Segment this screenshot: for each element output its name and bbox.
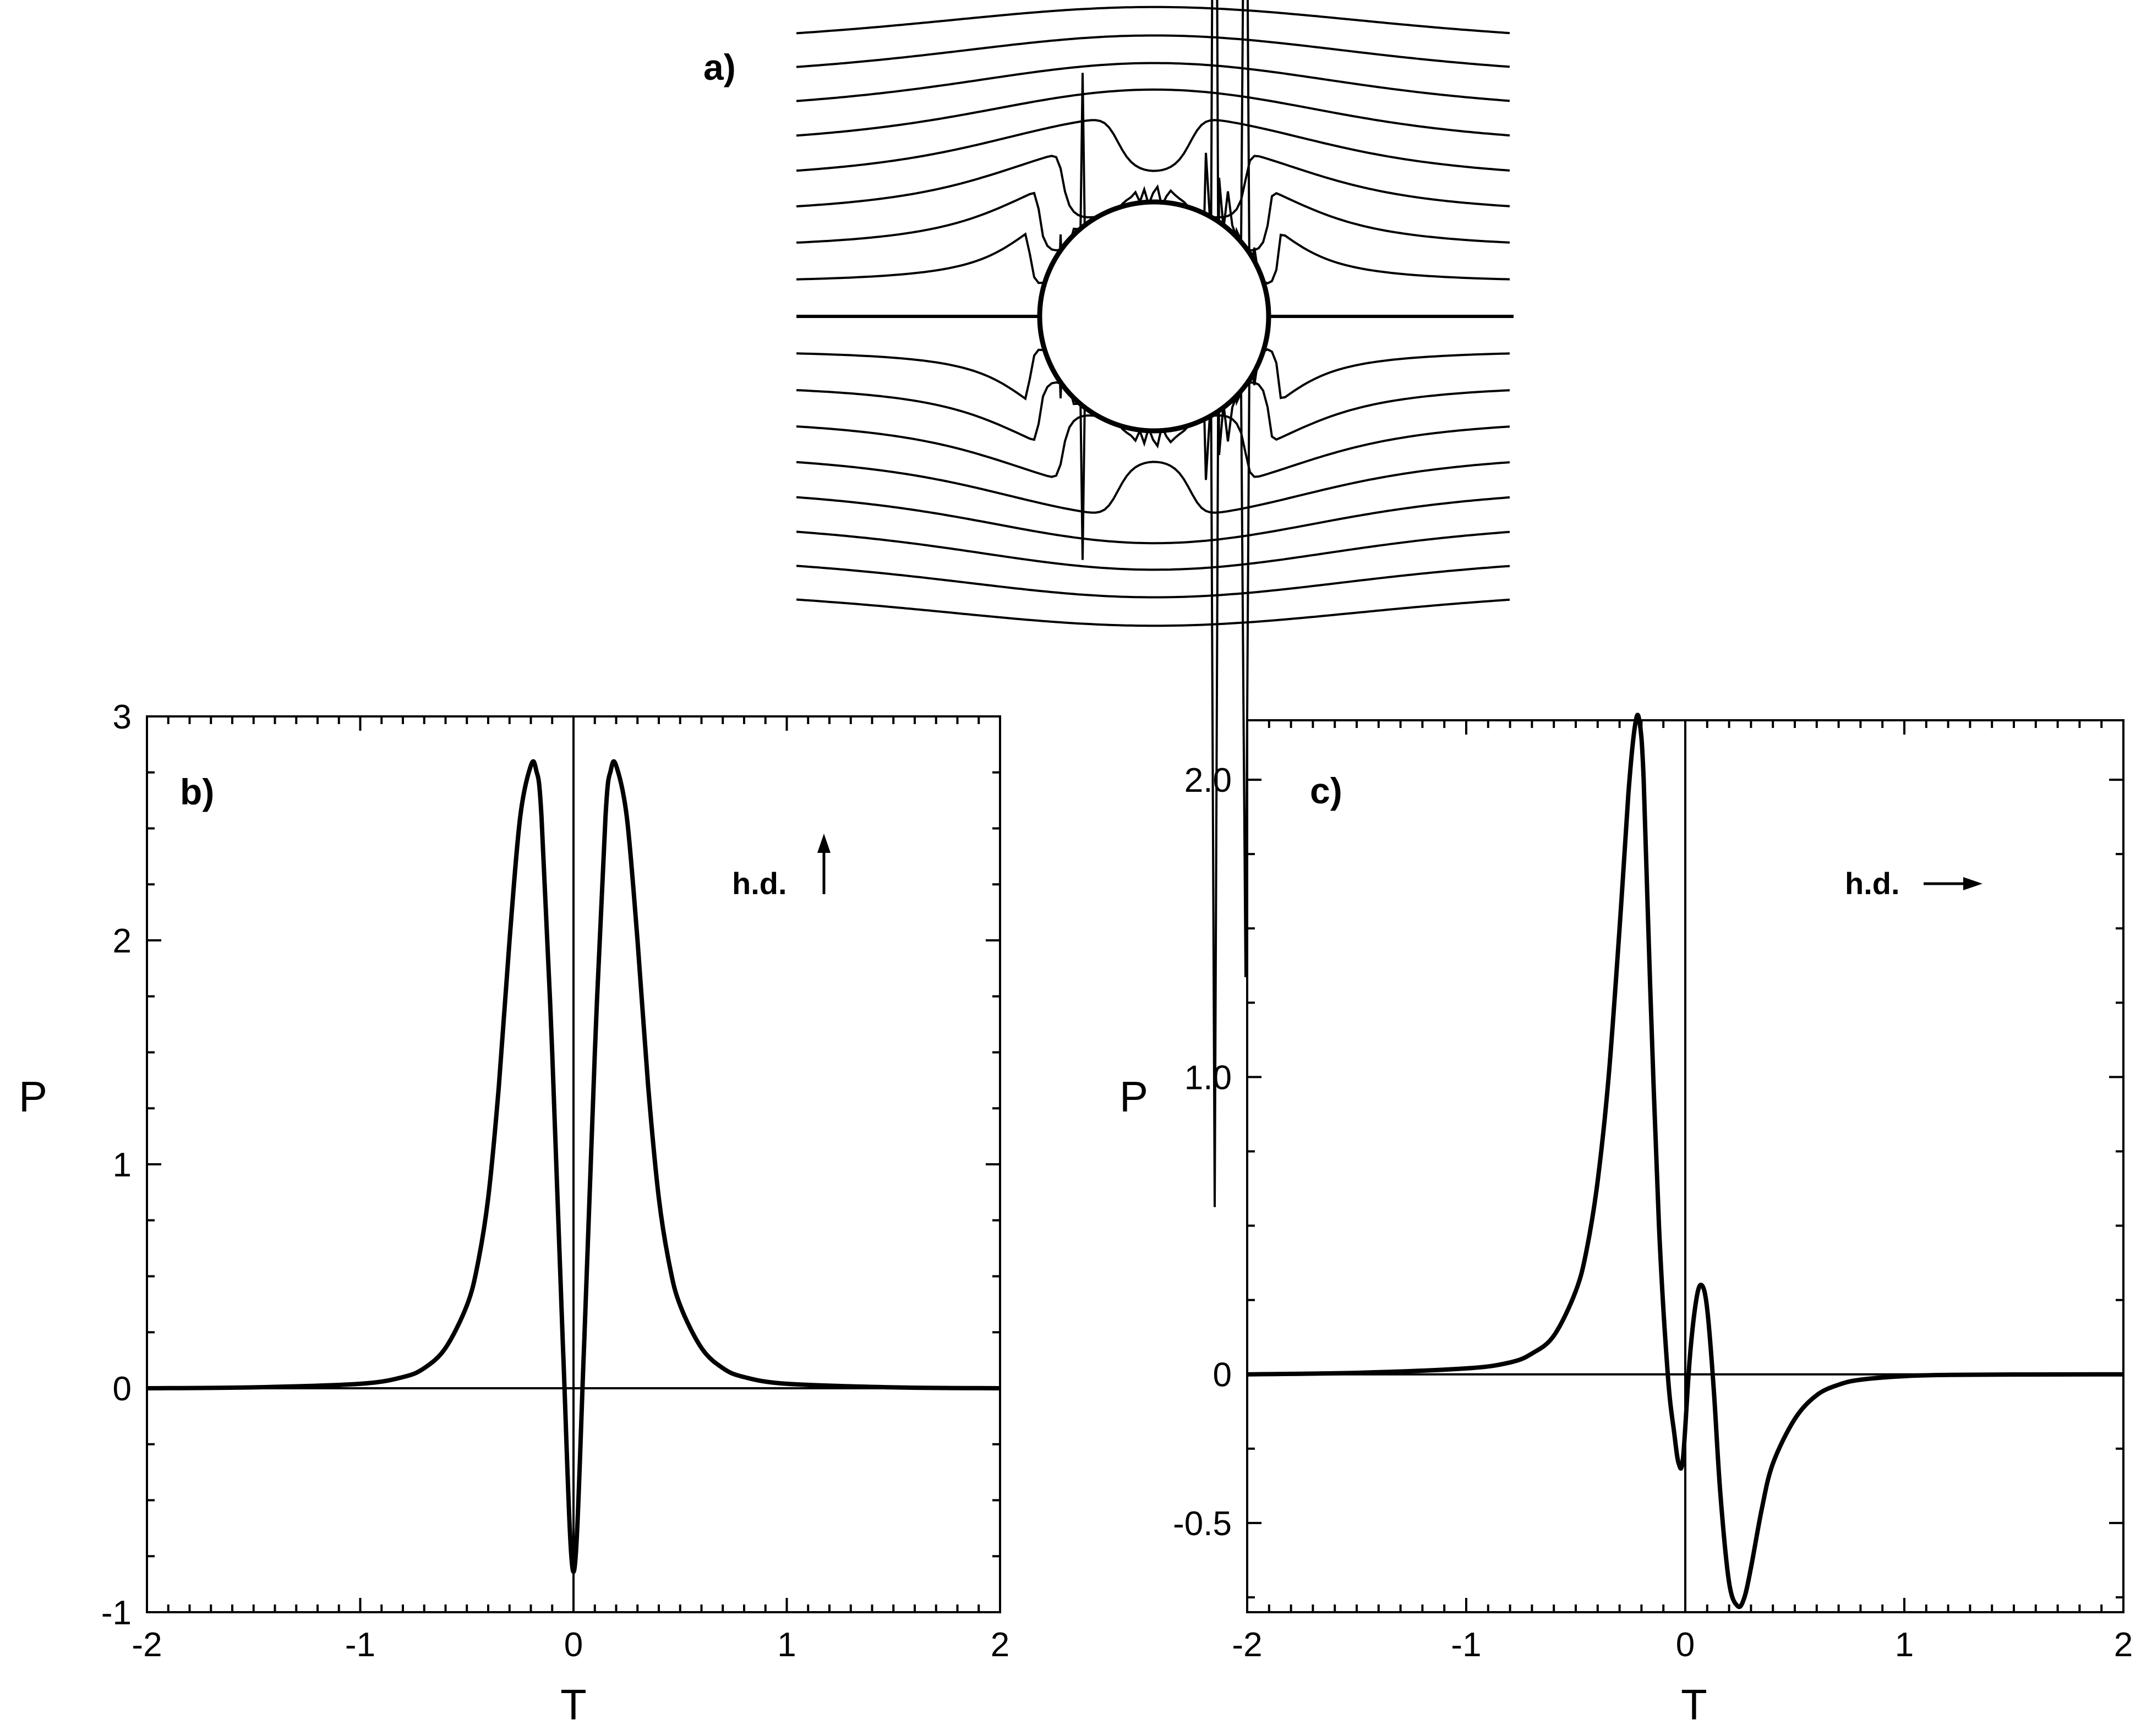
x-tick-label: 2 [2114, 1626, 2133, 1664]
y-tick-label: -1 [101, 1594, 132, 1632]
x-tick-label: -1 [1451, 1626, 1481, 1664]
x-tick-label: 2 [991, 1626, 1009, 1664]
y-tick-label: 1 [113, 1146, 132, 1184]
panel-c-y-axis-title: P [1119, 1072, 1148, 1121]
streamline [796, 119, 1510, 172]
streamline [796, 496, 1510, 545]
panel-a-label: a) [703, 47, 736, 87]
streamline-group [796, 0, 1514, 1207]
panel-c-tick-labels: -2 -1 0 1 2 -0.5 0 1.0 2.0 [1173, 762, 2133, 1664]
streamline [796, 62, 1510, 102]
x-tick-label: -2 [1232, 1626, 1262, 1664]
y-tick-label: -0.5 [1173, 1505, 1232, 1543]
y-tick-label: 1.0 [1184, 1059, 1232, 1097]
panel-c-series-line [1247, 713, 2124, 1609]
streamline [796, 34, 1510, 68]
streamline [796, 461, 1510, 514]
panel-c-x-axis-title: T [1681, 1680, 1707, 1729]
streamline [796, 530, 1510, 571]
panel-c-annotation: h.d. [1845, 866, 1900, 901]
x-tick-label: -2 [132, 1626, 162, 1664]
y-tick-label: 0 [113, 1370, 132, 1408]
y-tick-label: 2 [113, 922, 132, 960]
streamline [796, 88, 1510, 137]
panel-b-label: b) [180, 771, 214, 812]
x-tick-label: -1 [345, 1626, 375, 1664]
x-tick-label: 1 [1895, 1626, 1914, 1664]
y-tick-label: 2.0 [1184, 762, 1232, 799]
streamline [796, 598, 1510, 627]
sphere-outline [1037, 199, 1271, 434]
panel-b-x-axis-title: T [560, 1680, 587, 1729]
streamline [796, 414, 1510, 478]
panel-b-arrow-up-icon [817, 834, 831, 894]
x-tick-label: 0 [1676, 1626, 1695, 1664]
x-tick-label: 1 [777, 1626, 796, 1664]
streamline [796, 6, 1510, 35]
y-tick-label: 3 [113, 698, 132, 736]
x-tick-label: 0 [564, 1626, 583, 1664]
panel-b-annotation: h.d. [732, 866, 787, 901]
panel-c-label: c) [1310, 770, 1342, 811]
streamline [796, 565, 1510, 599]
panel-a-streamlines: a) [703, 0, 1514, 1207]
panel-c-arrow-right-icon [1924, 877, 1982, 890]
panel-b-series-line [146, 759, 1001, 1574]
panel-c-chart: -2 -1 0 1 2 -0.5 0 1.0 2.0 c) h.d. T P [1119, 713, 2133, 1729]
y-tick-label: 0 [1213, 1356, 1232, 1394]
streamline [796, 155, 1510, 219]
panel-b-y-axis-title: P [19, 1072, 47, 1121]
